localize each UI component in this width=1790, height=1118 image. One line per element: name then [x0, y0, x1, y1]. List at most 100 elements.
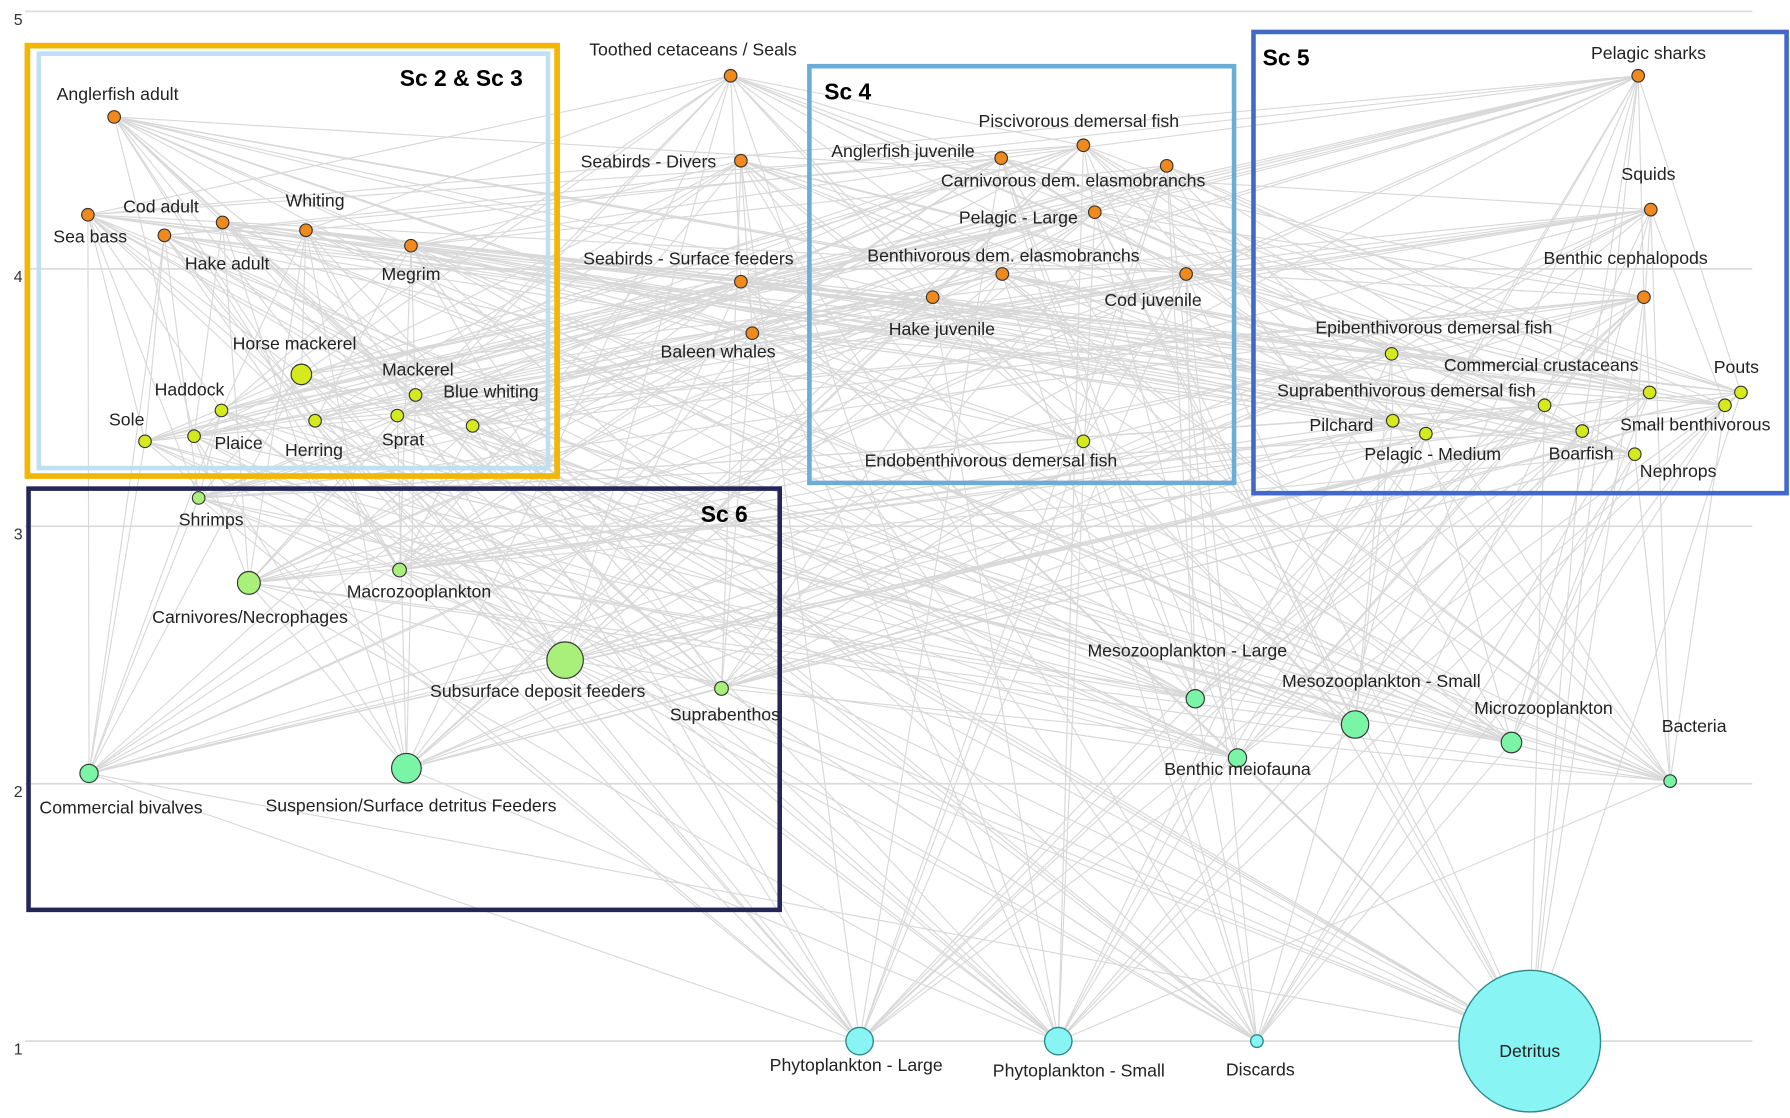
- food-link: [730, 75, 742, 282]
- food-link: [87, 214, 200, 499]
- food-link: [164, 234, 1084, 442]
- food-link: [248, 415, 398, 584]
- food-link: [752, 209, 1651, 334]
- food-link: [721, 404, 1726, 690]
- food-link: [1185, 273, 1545, 406]
- tick-label: 4: [14, 269, 23, 286]
- food-link: [88, 296, 1645, 774]
- food-link: [248, 230, 307, 584]
- node: [107, 110, 122, 124]
- food-link: [1194, 433, 1427, 700]
- food-link: [305, 229, 1356, 726]
- scenario-box: [26, 486, 782, 913]
- food-link: [932, 296, 1393, 422]
- node-label: Commercial bivalves: [39, 797, 202, 817]
- node: [1718, 398, 1732, 413]
- food-link: [472, 75, 1639, 427]
- food-link: [248, 296, 933, 584]
- node-label: Sea bass: [53, 226, 127, 246]
- food-link: [1166, 165, 1650, 393]
- food-link: [1510, 392, 1651, 743]
- food-link: [406, 420, 1393, 769]
- food-link: [1057, 145, 1084, 1042]
- food-link: [410, 245, 1258, 1042]
- node-label: Benthivorous dem. elasmobranchs: [867, 246, 1139, 266]
- food-link: [88, 404, 1545, 774]
- food-link: [1194, 698, 1258, 1042]
- scenario-label: Sc 2 & Sc 3: [400, 65, 523, 91]
- food-link: [248, 209, 1651, 584]
- node-label: Benthic cephalopods: [1544, 248, 1708, 268]
- food-link: [221, 281, 742, 411]
- food-link: [87, 214, 146, 442]
- food-link: [859, 158, 1002, 1042]
- food-link: [1000, 157, 1545, 406]
- food-link: [314, 273, 1187, 422]
- food-link: [221, 409, 1356, 726]
- food-link: [1057, 353, 1393, 1042]
- food-link: [1391, 353, 1394, 421]
- node-label: Seabirds - Divers: [581, 152, 717, 172]
- food-link: [472, 273, 1187, 427]
- node-label: Megrim: [381, 264, 440, 284]
- food-link: [87, 144, 1084, 216]
- food-link: [1057, 430, 1583, 1042]
- food-link: [415, 160, 742, 396]
- node-label: Boarfish: [1549, 444, 1614, 464]
- food-link: [248, 582, 1356, 726]
- food-link: [113, 116, 316, 422]
- food-link: [1083, 144, 1392, 355]
- food-link: [88, 659, 566, 774]
- food-link: [87, 214, 222, 411]
- food-link: [1166, 165, 1427, 434]
- food-link: [88, 374, 302, 774]
- node: [187, 429, 201, 444]
- food-link: [113, 116, 401, 571]
- food-link: [1001, 157, 1645, 298]
- food-link: [164, 75, 1639, 236]
- food-link: [721, 687, 1258, 1042]
- food-link: [564, 75, 1639, 661]
- food-link: [1256, 453, 1636, 1042]
- node-label: Baleen whales: [661, 341, 776, 361]
- food-link: [564, 296, 934, 661]
- food-link: [1237, 404, 1546, 759]
- node-label: Hake adult: [185, 254, 270, 274]
- food-link: [1094, 75, 1639, 213]
- food-link: [399, 569, 1196, 700]
- food-link: [248, 404, 1726, 584]
- node-label: Detritus: [1499, 1041, 1560, 1061]
- food-link: [1094, 211, 1583, 432]
- food-link: [1354, 75, 1639, 725]
- food-link: [220, 229, 307, 411]
- food-link: [113, 116, 1512, 744]
- scenario-label: Sc 4: [824, 79, 871, 105]
- node: [1631, 68, 1646, 83]
- food-link: [859, 404, 1545, 1042]
- food-link: [751, 332, 1258, 1042]
- food-link: [248, 453, 1635, 584]
- food-link: [415, 165, 1167, 396]
- food-link: [399, 296, 1645, 571]
- food-link: [1057, 212, 1096, 1042]
- food-link: [114, 116, 1635, 455]
- tick-label: 2: [14, 784, 23, 801]
- food-link: [415, 394, 1671, 782]
- food-link: [1083, 296, 1645, 442]
- food-link: [301, 296, 933, 375]
- node: [1249, 1034, 1264, 1049]
- food-link: [1002, 273, 1392, 355]
- food-link: [114, 116, 1726, 406]
- node: [81, 207, 95, 222]
- food-link: [1185, 75, 1639, 275]
- food-link: [87, 214, 566, 661]
- node: [1663, 774, 1678, 788]
- food-link: [721, 433, 1427, 689]
- food-link: [314, 420, 861, 1042]
- food-link: [730, 75, 1394, 422]
- food-link: [932, 296, 1583, 432]
- food-link: [1057, 724, 1356, 1042]
- food-link: [248, 582, 407, 769]
- food-link: [1529, 430, 1583, 1042]
- food-link: [87, 75, 1639, 216]
